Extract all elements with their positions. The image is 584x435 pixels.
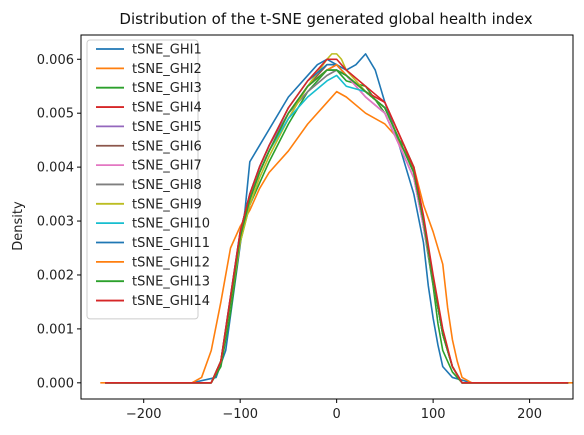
x-axis: −200 −100 0 100 200	[126, 399, 542, 422]
legend-label: tSNE_GHI5	[132, 120, 202, 135]
chart-title: Distribution of the t-SNE generated glob…	[119, 10, 532, 28]
legend-label: tSNE_GHI8	[132, 178, 202, 193]
y-tick-label: 0.003	[37, 215, 74, 230]
x-tick-label: 200	[517, 407, 542, 422]
series-line-tSNE_GHI2	[100, 90, 573, 384]
legend-label: tSNE_GHI3	[132, 81, 202, 96]
y-tick-label: 0.002	[37, 268, 74, 283]
legend-label: tSNE_GHI14	[132, 294, 210, 309]
legend-label: tSNE_GHI4	[132, 101, 202, 116]
x-tick-label: −200	[126, 407, 162, 422]
legend-label: tSNE_GHI6	[132, 139, 202, 154]
legend: tSNE_GHI1 tSNE_GHI2 tSNE_GHI3 tSNE_GHI4 tSNE…	[86, 39, 210, 320]
y-tick-label: 0.006	[37, 53, 74, 68]
legend-label: tSNE_GHI11	[132, 236, 210, 251]
legend-label: tSNE_GHI9	[132, 197, 202, 212]
y-axis: 0.000 0.001 0.002 0.003 0.004 0.005 0.006	[37, 53, 81, 391]
legend-label: tSNE_GHI12	[132, 255, 210, 270]
legend-label: tSNE_GHI1	[132, 43, 202, 58]
y-tick-label: 0.004	[37, 161, 74, 176]
legend-box	[86, 39, 199, 320]
series-line-tSNE_GHI14	[105, 58, 569, 384]
x-tick-label: 100	[421, 407, 446, 422]
legend-label: tSNE_GHI13	[132, 275, 210, 290]
legend-label: tSNE_GHI2	[132, 62, 202, 77]
y-tick-label: 0.000	[37, 376, 74, 391]
x-tick-label: −100	[222, 407, 258, 422]
y-axis-label: Density	[11, 201, 26, 251]
x-tick-label: 0	[333, 407, 341, 422]
legend-label: tSNE_GHI7	[132, 159, 202, 174]
y-tick-label: 0.001	[37, 322, 74, 337]
legend-label: tSNE_GHI10	[132, 217, 210, 232]
y-tick-label: 0.005	[37, 107, 74, 122]
plot-frame	[80, 34, 574, 400]
plot-lines	[100, 53, 573, 384]
series-line-tSNE_GHI3	[105, 69, 569, 384]
